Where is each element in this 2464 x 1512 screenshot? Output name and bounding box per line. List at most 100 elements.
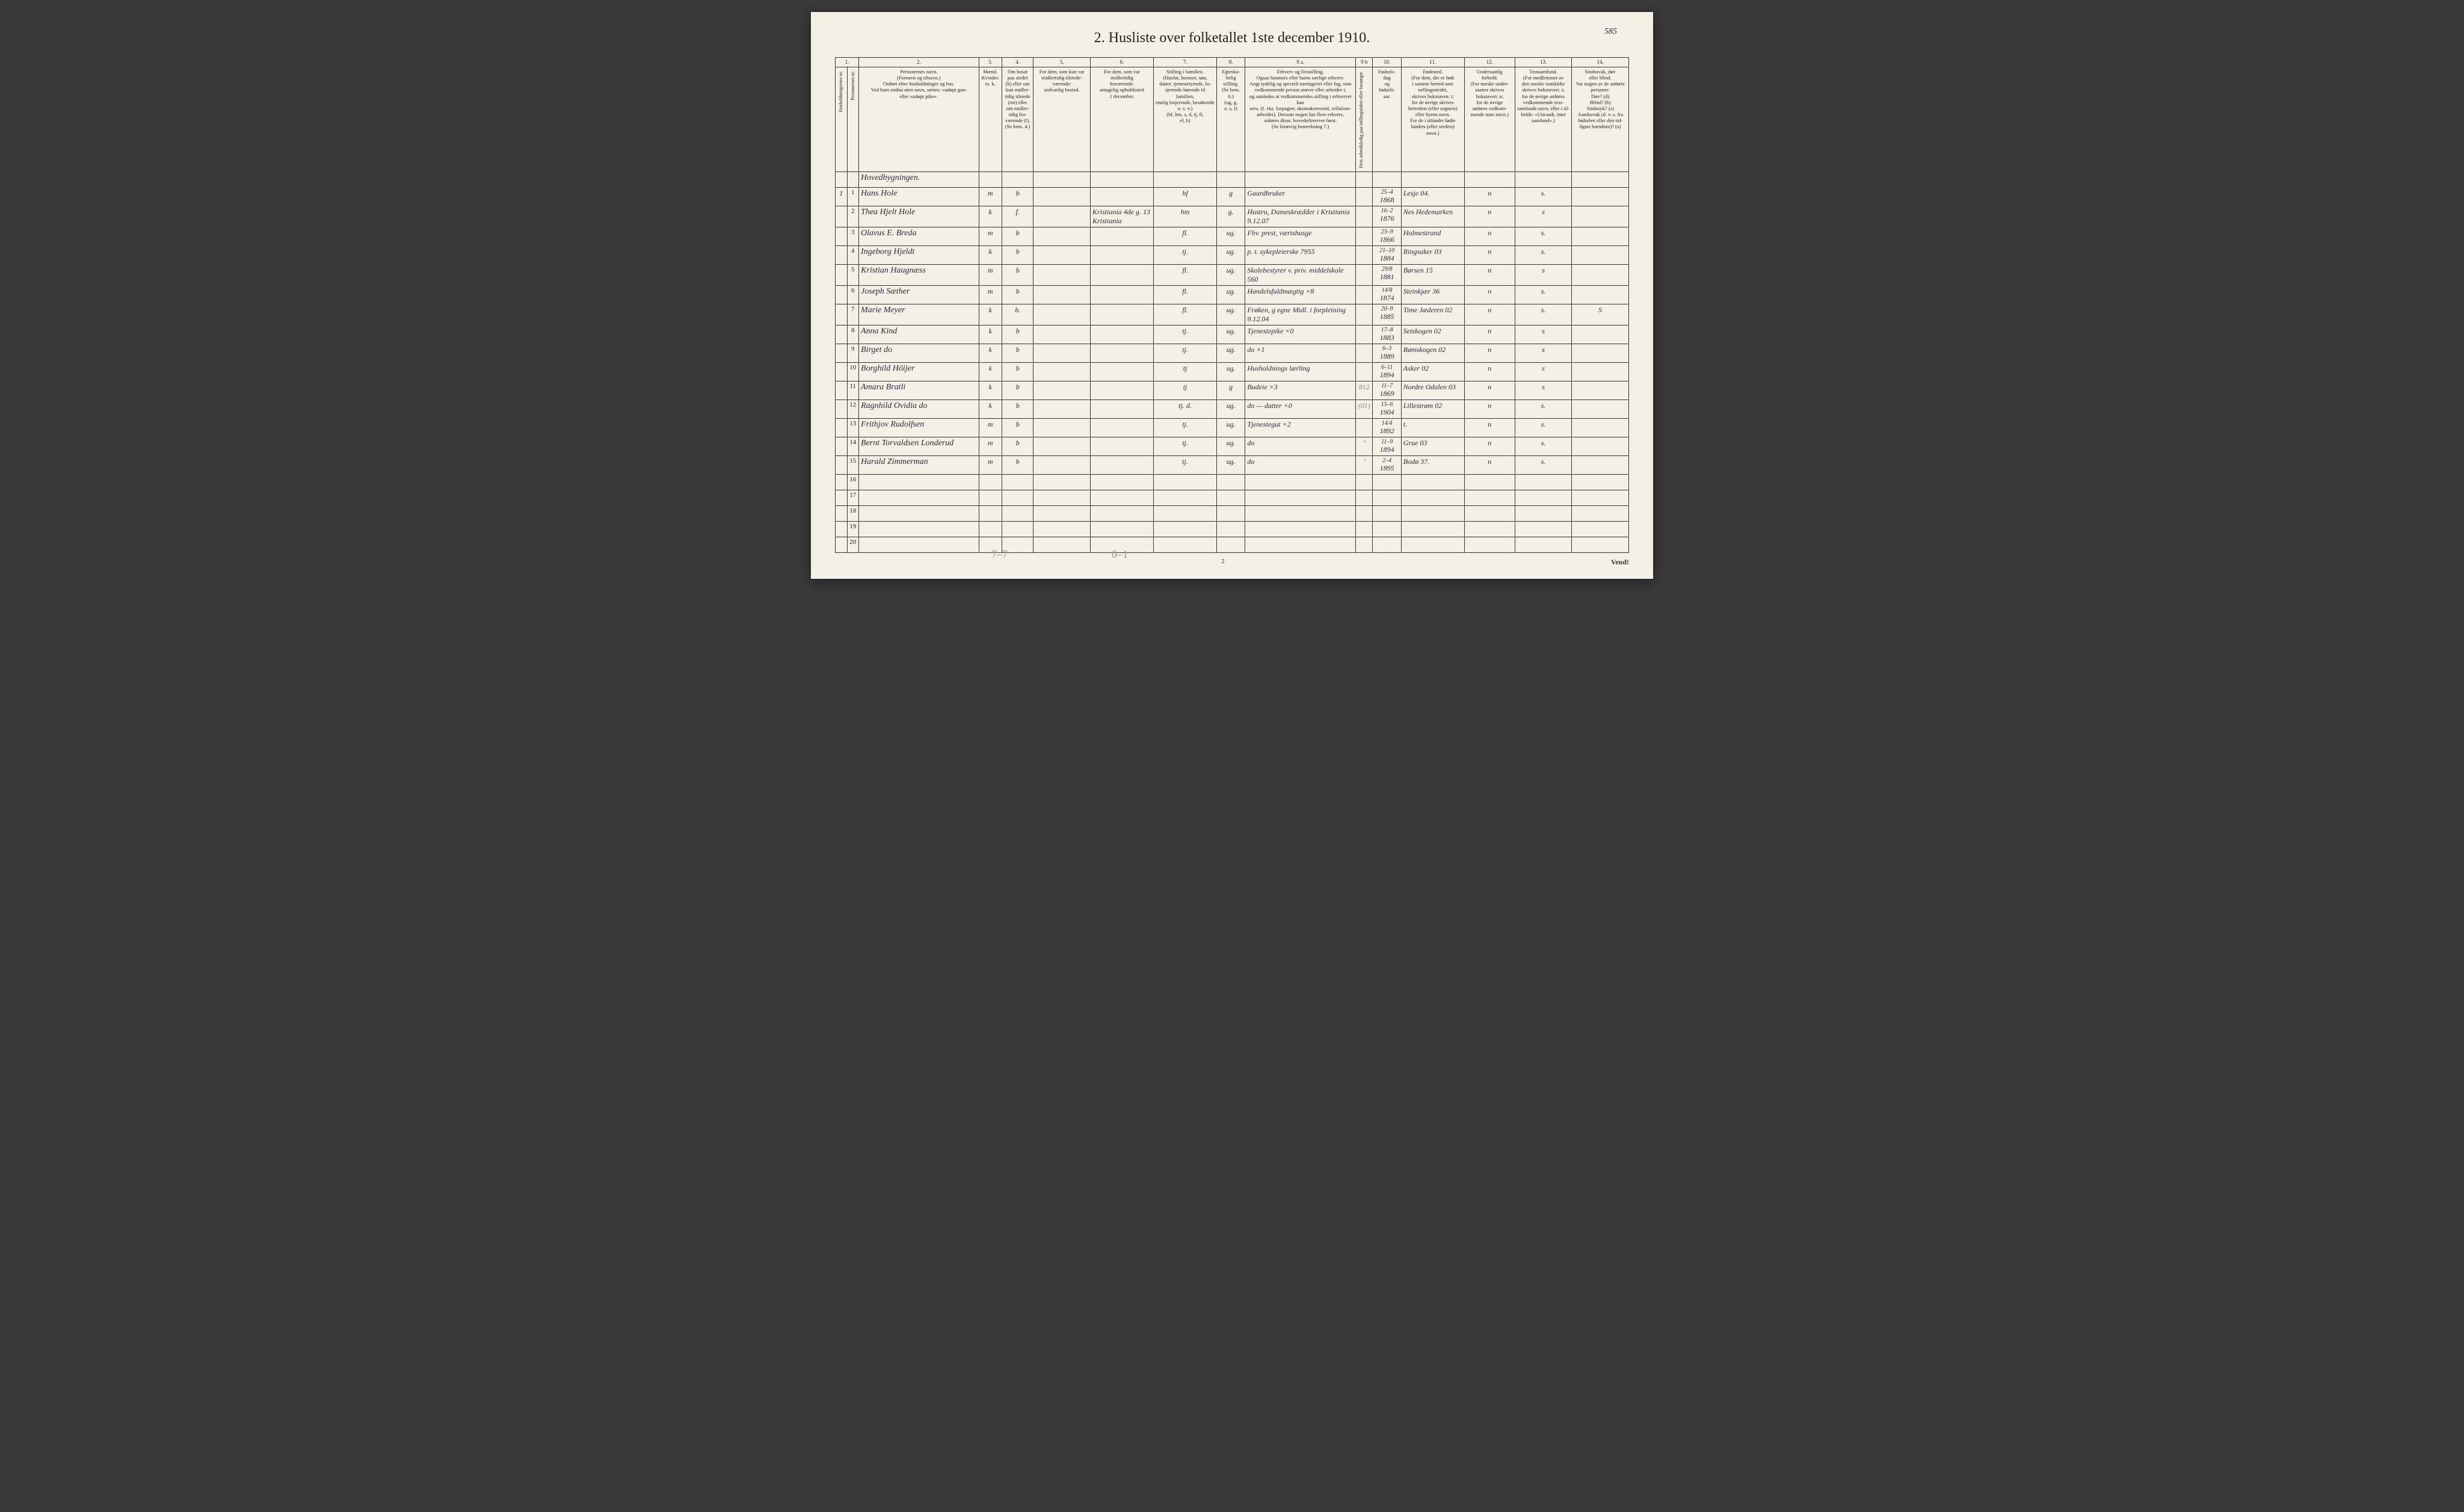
colnum-9b: 9 b xyxy=(1356,58,1373,67)
cell-8: ug. xyxy=(1217,246,1245,265)
cell-14 xyxy=(1572,456,1629,475)
colnum-9a: 9 a. xyxy=(1245,58,1356,67)
cell-7: fl. xyxy=(1154,304,1217,326)
cell-name: Anna Kind xyxy=(859,326,979,344)
cell-hh xyxy=(836,363,848,381)
cell-name: Hans Hole xyxy=(859,188,979,206)
table-row: 15 Harald Zimmerman m b tj. ug. do " 2–4… xyxy=(836,456,1629,475)
cell-9b xyxy=(1356,326,1373,344)
pencil-note-mid: 0–1 xyxy=(1112,548,1128,561)
cell-bosat: b xyxy=(1002,265,1033,286)
cell-mk: k xyxy=(979,344,1002,363)
cell-9a: do — datter ×0 xyxy=(1245,400,1356,419)
head-5: For dem, som kun var midlertidig tilsted… xyxy=(1033,67,1091,172)
cell-5 xyxy=(1033,363,1091,381)
head-14: Sindssvak, døv eller blind. Var nogen av… xyxy=(1572,67,1629,172)
table-body: Hovedbygningen. 1 1 Hans Hole m b hf g G… xyxy=(836,172,1629,553)
cell-mk: m xyxy=(979,188,1002,206)
cell-hh xyxy=(836,246,848,265)
cell-5 xyxy=(1033,246,1091,265)
cell-name: Birget do xyxy=(859,344,979,363)
cell-bosat: f. xyxy=(1002,206,1033,227)
cell-bosat: b xyxy=(1002,419,1033,437)
cell-9a: Skolebestyrer v. priv. middelskole 560 xyxy=(1245,265,1356,286)
building-header-row: Hovedbygningen. xyxy=(836,172,1629,188)
cell-6 xyxy=(1090,265,1153,286)
cell-10: 16–21876 xyxy=(1373,206,1401,227)
cell-nr: 15 xyxy=(847,456,859,475)
cell-14 xyxy=(1572,363,1629,381)
cell-bosat: b xyxy=(1002,437,1033,456)
cell-12: n xyxy=(1464,456,1515,475)
cell-11: Setskogen 02 xyxy=(1401,326,1464,344)
colnum-8: 8. xyxy=(1217,58,1245,67)
cell-name: Borghild Höijer xyxy=(859,363,979,381)
table-row: 9 Birget do k b tj. ug. do ×1 6–31889 Rø… xyxy=(836,344,1629,363)
cell-14 xyxy=(1572,381,1629,400)
cell-nr: 6 xyxy=(847,286,859,304)
cell-13: s xyxy=(1515,363,1572,381)
table-row: 4 Ingeborg Hjeldt k b tj. ug. p. t. syke… xyxy=(836,246,1629,265)
cell-9b xyxy=(1356,188,1373,206)
cell-nr: 11 xyxy=(847,381,859,400)
head-8: Egteska- belig stilling. (Se bem. 6.) (u… xyxy=(1217,67,1245,172)
cell-12: n xyxy=(1464,326,1515,344)
cell-nr: 16 xyxy=(847,475,859,490)
cell-nr: 1 xyxy=(847,188,859,206)
colnum-14: 14. xyxy=(1572,58,1629,67)
cell-8: g xyxy=(1217,188,1245,206)
table-row-empty: 19 xyxy=(836,522,1629,537)
census-table: 1. 2. 3. 4. 5. 6. 7. 8. 9 a. 9 b 10. 11.… xyxy=(835,57,1629,553)
cell-name: Thea Hjelt Hole xyxy=(859,206,979,227)
cell-5 xyxy=(1033,286,1091,304)
table-row: 6 Joseph Sæther m b fl. ug. Handelsfuldm… xyxy=(836,286,1629,304)
cell-hh xyxy=(836,286,848,304)
cell-7: fl. xyxy=(1154,227,1217,246)
cell-13: s. xyxy=(1515,419,1572,437)
cell-8: ug. xyxy=(1217,286,1245,304)
table-row: 2 Thea Hjelt Hole k f. Kristiania 4de g.… xyxy=(836,206,1629,227)
head-10: Fødsels- dag og fødsels- aar. xyxy=(1373,67,1401,172)
cell-9a: Husholdnings lærling xyxy=(1245,363,1356,381)
cell-7: tj. d. xyxy=(1154,400,1217,419)
cell-8: ug. xyxy=(1217,437,1245,456)
cell-13: s. xyxy=(1515,456,1572,475)
cell-mk: k xyxy=(979,363,1002,381)
colnum-3: 3. xyxy=(979,58,1002,67)
cell-9a: Fhv. prest, værtshusge xyxy=(1245,227,1356,246)
cell-14 xyxy=(1572,437,1629,456)
cell-nr: 4 xyxy=(847,246,859,265)
cell-9b xyxy=(1356,344,1373,363)
colnum-11: 11. xyxy=(1401,58,1464,67)
cell-14 xyxy=(1572,246,1629,265)
cell-10: 25–41868 xyxy=(1373,188,1401,206)
head-bosat: Om bosat paa stedet (b) eller om kun mid… xyxy=(1002,67,1033,172)
cell-7: tj. xyxy=(1154,246,1217,265)
cell-9a: Hustru, Dameskrædder i Kristiania 9.12.0… xyxy=(1245,206,1356,227)
cell-14 xyxy=(1572,188,1629,206)
cell-6 xyxy=(1090,326,1153,344)
cell-mk: k xyxy=(979,246,1002,265)
cell-7: tj. xyxy=(1154,419,1217,437)
cell-name: Frithjov Rudolfsen xyxy=(859,419,979,437)
cell-6 xyxy=(1090,344,1153,363)
cell-mk: k xyxy=(979,206,1002,227)
cell-7: tj xyxy=(1154,363,1217,381)
cell-nr: 3 xyxy=(847,227,859,246)
cell-8: g. xyxy=(1217,206,1245,227)
cell-11: Asker 02 xyxy=(1401,363,1464,381)
cell-9a: p. t. sykepleierske 7955 xyxy=(1245,246,1356,265)
head-7: Stilling i familien. (Husfar, husmor, sø… xyxy=(1154,67,1217,172)
cell-8: ug. xyxy=(1217,456,1245,475)
cell-10: 6–111894 xyxy=(1373,363,1401,381)
cell-8: ug. xyxy=(1217,400,1245,419)
cell-5 xyxy=(1033,456,1091,475)
cell-nr: 8 xyxy=(847,326,859,344)
cell-11: Steinkjær 36 xyxy=(1401,286,1464,304)
cell-mk: m xyxy=(979,419,1002,437)
cell-12: n xyxy=(1464,206,1515,227)
cell-14 xyxy=(1572,344,1629,363)
cell-hh xyxy=(836,419,848,437)
cell-6 xyxy=(1090,304,1153,326)
cell-name: Olavus E. Breda xyxy=(859,227,979,246)
